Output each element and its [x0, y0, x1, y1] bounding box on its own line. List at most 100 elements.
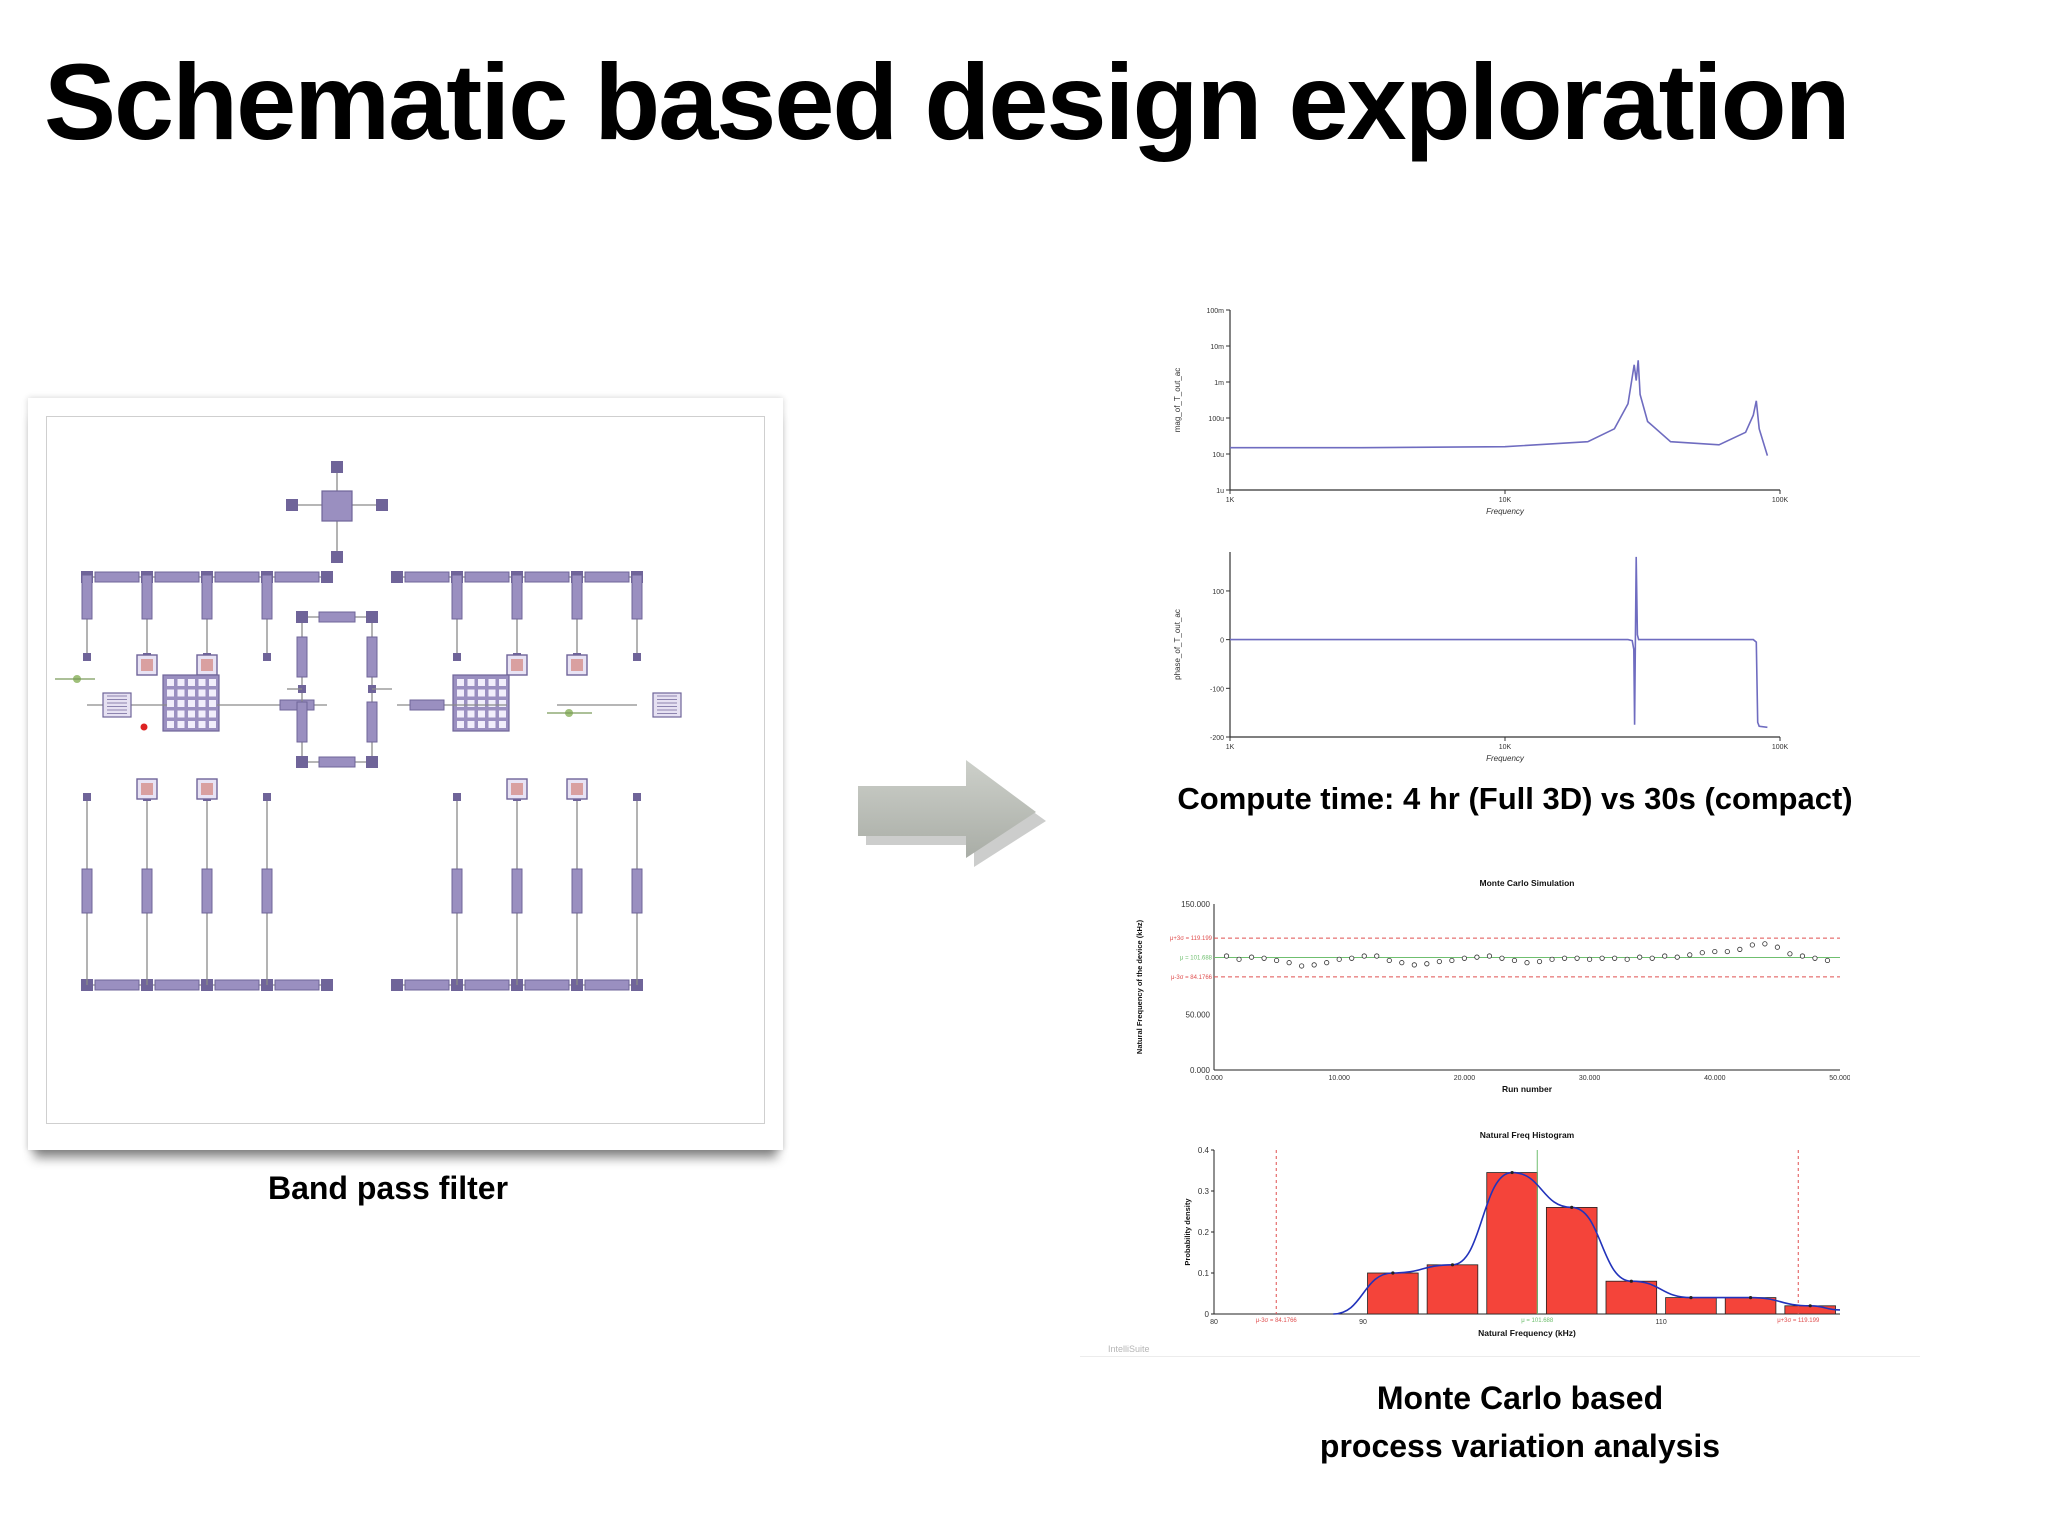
- resistor-component: [296, 636, 308, 678]
- comb-cell: [209, 721, 216, 728]
- mc-data-point: [1712, 948, 1718, 955]
- mc-reference-label: μ+3σ = 119.199: [1170, 936, 1213, 942]
- comb-cell: [188, 689, 195, 697]
- mc-reference-label: μ = 101.688: [1180, 955, 1213, 961]
- mc-data-point: [1461, 955, 1467, 961]
- resistor-component: [141, 868, 153, 914]
- comb-cell: [499, 700, 506, 707]
- hist-fit-point: [1570, 1205, 1574, 1209]
- resistor-component: [274, 979, 320, 991]
- comb-cell: [467, 700, 475, 707]
- junction-node: [83, 653, 91, 661]
- anchor-node: [296, 756, 308, 768]
- comb-cell: [467, 689, 475, 697]
- phase-y-tick-label: -100: [1210, 686, 1224, 693]
- comb-cell: [488, 700, 496, 707]
- comb-cell: [478, 721, 485, 728]
- resistor-component: [584, 979, 630, 991]
- mc-y-tick-label: 50.000: [1186, 1011, 1211, 1020]
- mc-data-point: [1762, 941, 1768, 947]
- junction-node: [633, 793, 641, 801]
- anchor-node: [321, 979, 333, 991]
- mc-data-point: [1724, 948, 1730, 955]
- mc-data-point: [1449, 957, 1455, 964]
- junction-node: [453, 653, 461, 661]
- mc-x-tick-label: 30.000: [1579, 1075, 1601, 1082]
- mc-x-tick-label: 20.000: [1454, 1075, 1476, 1082]
- mc-data-point: [1612, 955, 1618, 961]
- mc-data-point: [1436, 958, 1442, 965]
- comb-cell: [177, 689, 185, 697]
- resistor-component: [154, 571, 200, 583]
- monte-carlo-caption-line2: process variation analysis: [1319, 1428, 1721, 1464]
- comb-cell: [198, 710, 206, 718]
- comb-cell: [467, 710, 475, 718]
- mc-data-point: [1737, 946, 1743, 952]
- compute-time-caption: Compute time: 4 hr (Full 3D) vs 30s (com…: [1177, 781, 1853, 816]
- comb-cell: [209, 700, 216, 707]
- resistor-component: [451, 574, 463, 620]
- resistor-component: [214, 979, 260, 991]
- hist-fit-point: [1450, 1263, 1455, 1267]
- band-pass-filter-schematic: [55, 461, 682, 991]
- resistor-component: [524, 571, 570, 583]
- hist-bar: [1545, 1207, 1598, 1315]
- mc-data-point: [1399, 960, 1405, 966]
- comb-cell: [478, 679, 485, 686]
- comb-cell: [499, 679, 506, 686]
- comb-cell: [478, 689, 485, 697]
- mc-data-point: [1411, 962, 1417, 968]
- resistor-component: [81, 868, 93, 914]
- hist-fit-point: [1510, 1170, 1514, 1175]
- hist-y-tick-label: 0.1: [1198, 1269, 1210, 1278]
- resistor-component: [366, 701, 378, 743]
- comb-cell: [499, 689, 506, 697]
- mc-data-point: [1749, 942, 1755, 948]
- mc-x-label: Run number: [1502, 1084, 1553, 1094]
- mc-data-point: [1424, 961, 1430, 967]
- hist-fit-point: [1689, 1296, 1693, 1300]
- resistor-component: [154, 979, 200, 991]
- phase-y-label: phase_of_T_out_ac: [1173, 609, 1182, 680]
- phase-y-tick-label: -200: [1210, 735, 1224, 742]
- hist-y-tick-label: 0.2: [1198, 1228, 1210, 1237]
- resistor-component: [511, 574, 523, 620]
- comb-cell: [209, 710, 216, 718]
- hist-x-tick-label: 110: [1656, 1319, 1667, 1326]
- comb-cell: [177, 700, 185, 707]
- hist-bar: [1426, 1264, 1479, 1315]
- resistor-component: [571, 574, 583, 620]
- sensor-core: [141, 783, 153, 795]
- junction-node: [263, 653, 271, 661]
- hist-fit-point: [1808, 1304, 1812, 1308]
- mc-data-point: [1286, 960, 1292, 966]
- comb-cell: [198, 689, 206, 697]
- mag-series-line: [1230, 360, 1769, 456]
- mc-data-point: [1561, 955, 1568, 961]
- port-module: [652, 692, 682, 718]
- comb-cell: [488, 679, 496, 686]
- comb-cell: [198, 700, 206, 707]
- comb-cell: [488, 721, 496, 728]
- mc-data-point: [1624, 956, 1630, 962]
- arrow-shape: [858, 760, 1036, 858]
- resistor-component: [274, 571, 320, 583]
- anchor-node: [366, 611, 378, 623]
- mc-data-point: [1586, 956, 1593, 962]
- mag-x-tick-label: 100K: [1772, 497, 1789, 504]
- resistor-component: [464, 979, 510, 991]
- comb-cell: [167, 721, 174, 728]
- phase-y-tick-label: 0: [1220, 638, 1224, 645]
- mc-data-point: [1824, 957, 1831, 964]
- mc-data-point: [1649, 955, 1655, 961]
- comb-cell: [167, 689, 174, 697]
- mc-x-tick-label: 0.000: [1205, 1075, 1223, 1082]
- anchor-node: [331, 551, 343, 563]
- comb-cell: [499, 721, 506, 728]
- hist-fit-curve: [1333, 1171, 1841, 1315]
- mag-y-tick-label: 10m: [1210, 344, 1224, 351]
- sensor-core: [571, 659, 583, 671]
- comb-cell: [198, 721, 206, 728]
- sensor-core: [511, 659, 523, 671]
